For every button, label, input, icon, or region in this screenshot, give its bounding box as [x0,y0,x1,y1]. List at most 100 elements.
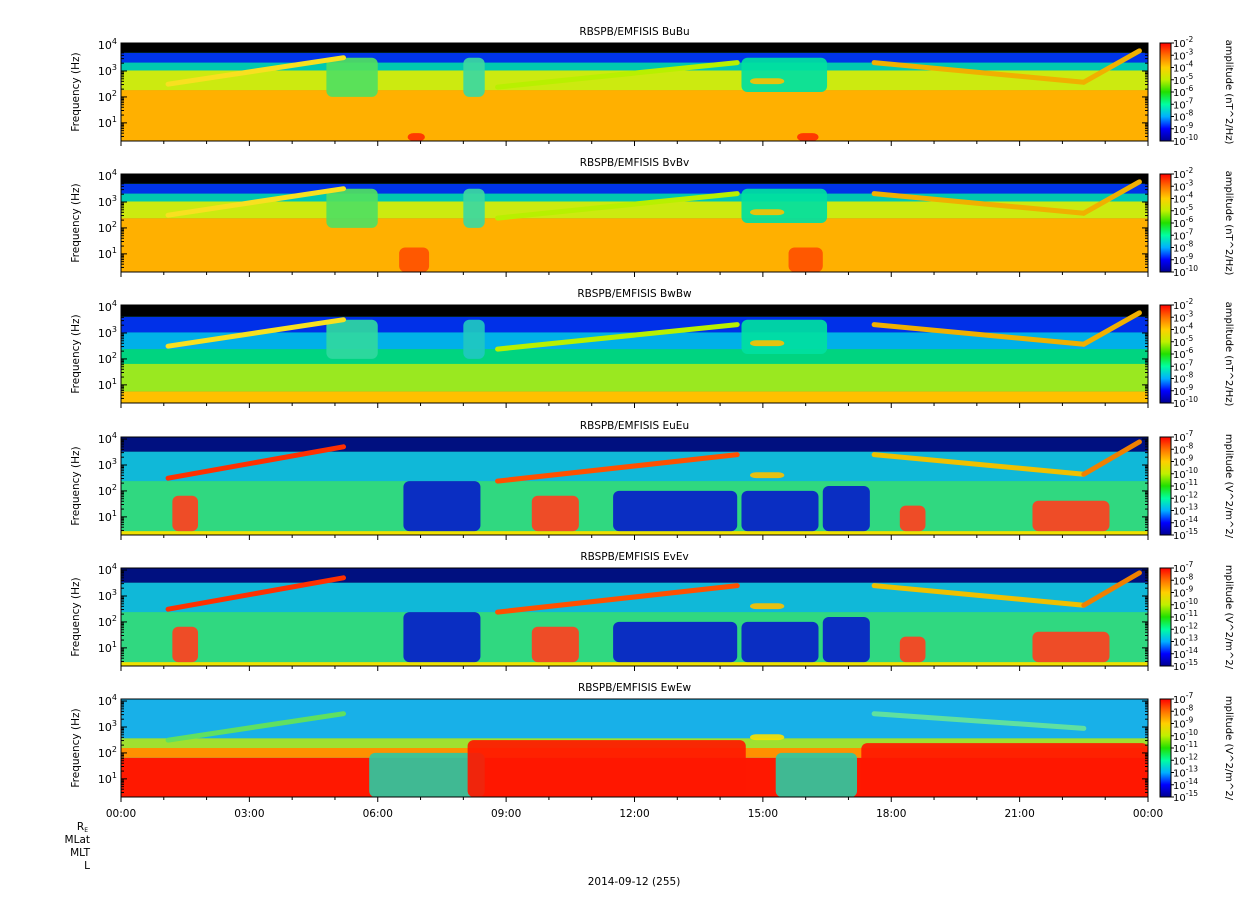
chorus-band [495,60,740,90]
date-label: 2014-09-12 (255) [588,876,681,888]
spectrogram [121,43,1148,141]
intensity-band [121,662,1148,666]
panel-title: RBSPB/EMFISIS BwBw [577,288,692,300]
colorbar-tick-label: 10-9 [1173,716,1193,731]
colorbar-tick-label: 10-7 [1173,96,1193,111]
y-tick-label: 102 [98,351,117,366]
y-tick-label: 104 [98,693,117,708]
emission-region [326,57,378,97]
emission-region [613,490,738,532]
emission-region [399,247,430,272]
y-axis-label: Frequency (Hz) [70,577,82,656]
colorbar-tick-label: 10-14 [1173,646,1198,661]
chorus-band [1081,439,1142,477]
spectrogram [121,699,1148,797]
chorus-band [871,583,1087,608]
x-tick-label: 21:00 [1004,808,1034,820]
emission-region [741,319,828,354]
x-tick-label: 06:00 [363,808,393,820]
colorbar-tick-label: 10-13 [1173,503,1198,518]
intensity-band [121,437,1148,452]
emission-region [467,740,746,797]
emission-region [750,78,785,85]
chorus-band [871,60,1087,85]
panel-5: RBSPB/EMFISIS EvEv Frequency (Hz) 101 102 10… [70,551,1234,673]
intensity-band [121,531,1148,535]
emission-region [407,133,425,141]
colorbar-tick-label: 10-11 [1173,478,1198,493]
colorbar-tick-label: 10-9 [1173,383,1193,398]
colorbar-tick-label: 10-8 [1173,240,1193,255]
spectrogram [121,437,1148,535]
intensity-band [121,62,1148,71]
chorus-band [1081,179,1142,216]
colorbar-tick-label: 10-7 [1173,691,1193,706]
chorus-band [165,575,347,612]
emission-region [463,57,485,97]
emission-region [822,617,870,663]
chorus-band [495,322,740,352]
y-tick-label: 103 [98,194,117,209]
panel-1: RBSPB/EMFISIS BuBu Frequency (Hz) 101 102 10… [70,26,1234,148]
intensity-band [121,349,1148,364]
colorbar-tick-label: 10-12 [1173,490,1198,505]
colorbar-label: mplitude (V^2/m^2/ [1223,434,1234,539]
intensity-band [121,90,1148,141]
colorbar-tick-label: 10-8 [1173,703,1193,718]
colorbar-tick-label: 10-6 [1173,84,1193,99]
intensity-band [121,391,1148,403]
y-tick-label: 101 [98,246,117,261]
chorus-band [871,322,1087,347]
chorus-band [495,583,740,615]
colorbar-tick-label: 10-15 [1173,789,1198,804]
chorus-band [165,444,347,481]
intensity-band [121,183,1148,194]
emission-region [172,626,199,663]
intensity-band [121,43,1148,53]
emission-region [326,319,378,359]
panel-6: RBSPB/EMFISIS EwEw Frequency (Hz) 101 102 10… [70,682,1234,820]
colorbar-tick-label: 10-2 [1173,166,1193,181]
y-tick-label: 101 [98,377,117,392]
emission-region [613,621,738,663]
colorbar-tick-label: 10-9 [1173,585,1193,600]
colorbar-label: mplitude (V^2/m^2/ [1223,696,1234,801]
colorbar-tick-label: 10-3 [1173,47,1193,62]
y-tick-label: 101 [98,509,117,524]
emission-region [822,486,870,532]
emission-region [463,188,485,228]
emission-region [775,752,858,797]
x-tick-label: 00:00 [1133,808,1163,820]
x-tick-label: 12:00 [619,808,649,820]
chorus-band [1081,48,1142,85]
emission-region [741,621,819,663]
y-tick-label: 102 [98,220,117,235]
colorbar-tick-label: 10-10 [1173,264,1198,279]
spectrogram [121,568,1148,666]
colorbar-tick-label: 10-8 [1173,371,1193,386]
emission-region [861,743,1148,797]
y-tick-label: 101 [98,771,117,786]
colorbar-tick-label: 10-4 [1173,191,1193,206]
colorbar-tick-label: 10-14 [1173,777,1198,792]
y-axis-label: Frequency (Hz) [70,183,82,262]
emission-region [463,319,485,359]
colorbar-tick-label: 10-3 [1173,309,1193,324]
colorbar [1159,698,1172,798]
y-tick-label: 103 [98,325,117,340]
emission-region [788,247,823,272]
y-tick-label: 102 [98,483,117,498]
emission-region [797,133,819,141]
colorbar-tick-label: 10-5 [1173,72,1193,87]
emission-region [741,490,819,532]
intensity-band [121,699,1148,739]
colorbar-tick-label: 10-9 [1173,121,1193,136]
spectrogram [121,174,1148,272]
chorus-band [871,711,1087,731]
x-tick-label: 00:00 [106,808,136,820]
colorbar-tick-label: 10-4 [1173,322,1193,337]
emission-region [750,472,785,479]
panel-title: RBSPB/EMFISIS BvBv [580,157,689,169]
colorbar-tick-label: 10-10 [1173,466,1198,481]
